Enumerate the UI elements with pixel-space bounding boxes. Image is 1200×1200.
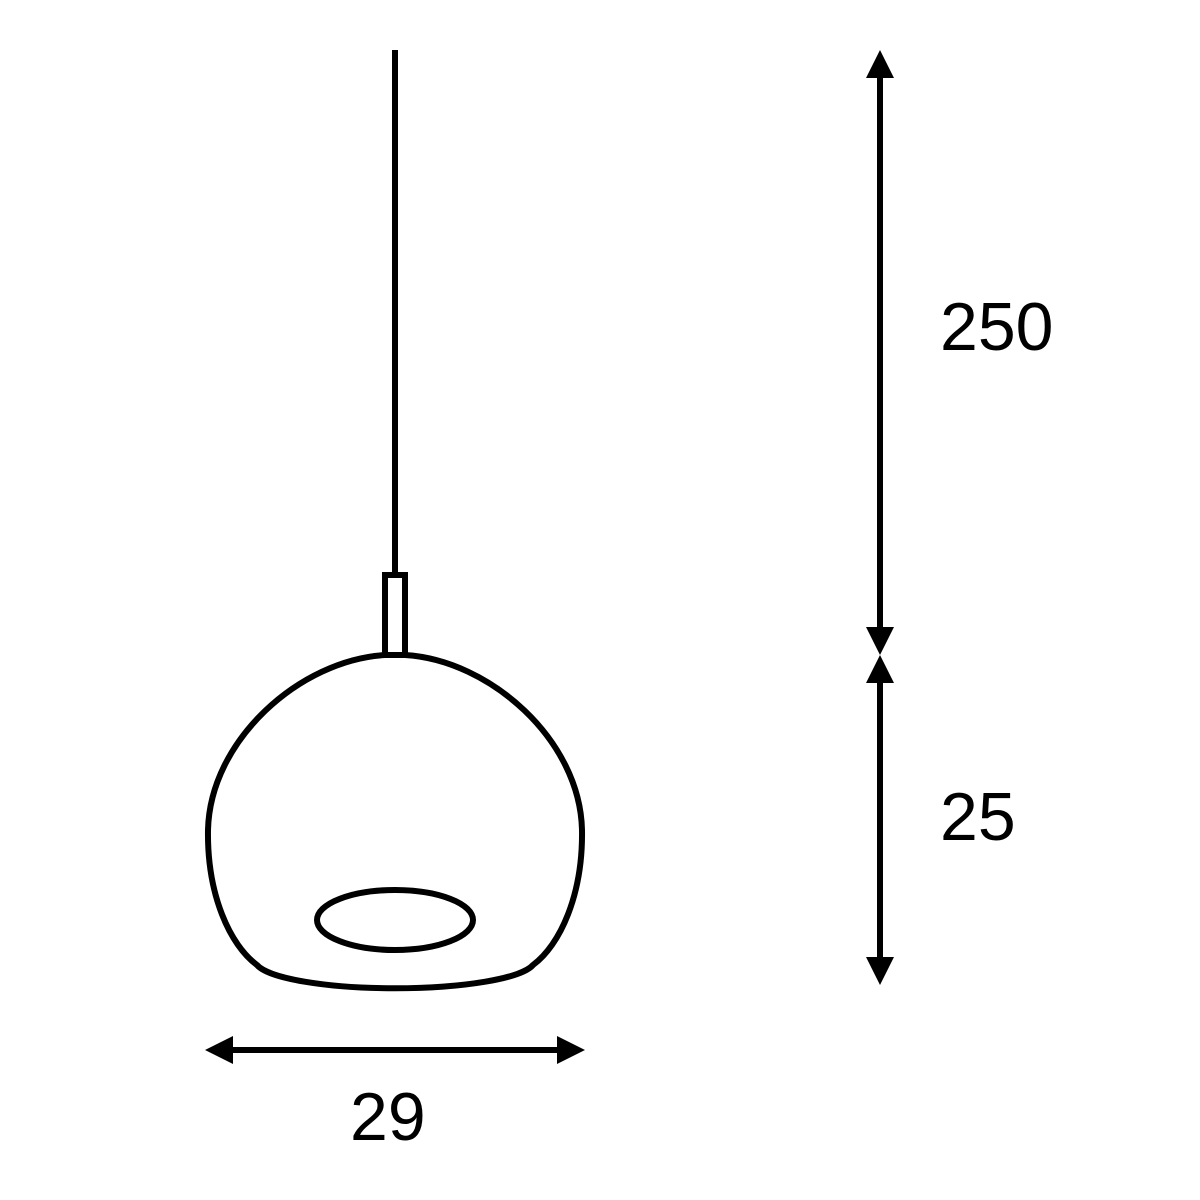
dimension-cable-height-label: 250: [940, 289, 1053, 365]
dimension-diagram: 29 250 25: [0, 0, 1200, 1200]
dimension-cable-height: 250: [866, 50, 1053, 655]
dimension-width-label: 29: [350, 1079, 426, 1155]
dimension-width: 29: [205, 1036, 585, 1155]
ferrule: [385, 575, 405, 655]
dimension-shade-height: 25: [866, 655, 1016, 985]
shade-opening: [317, 890, 473, 950]
dimension-shade-height-label: 25: [940, 779, 1016, 855]
